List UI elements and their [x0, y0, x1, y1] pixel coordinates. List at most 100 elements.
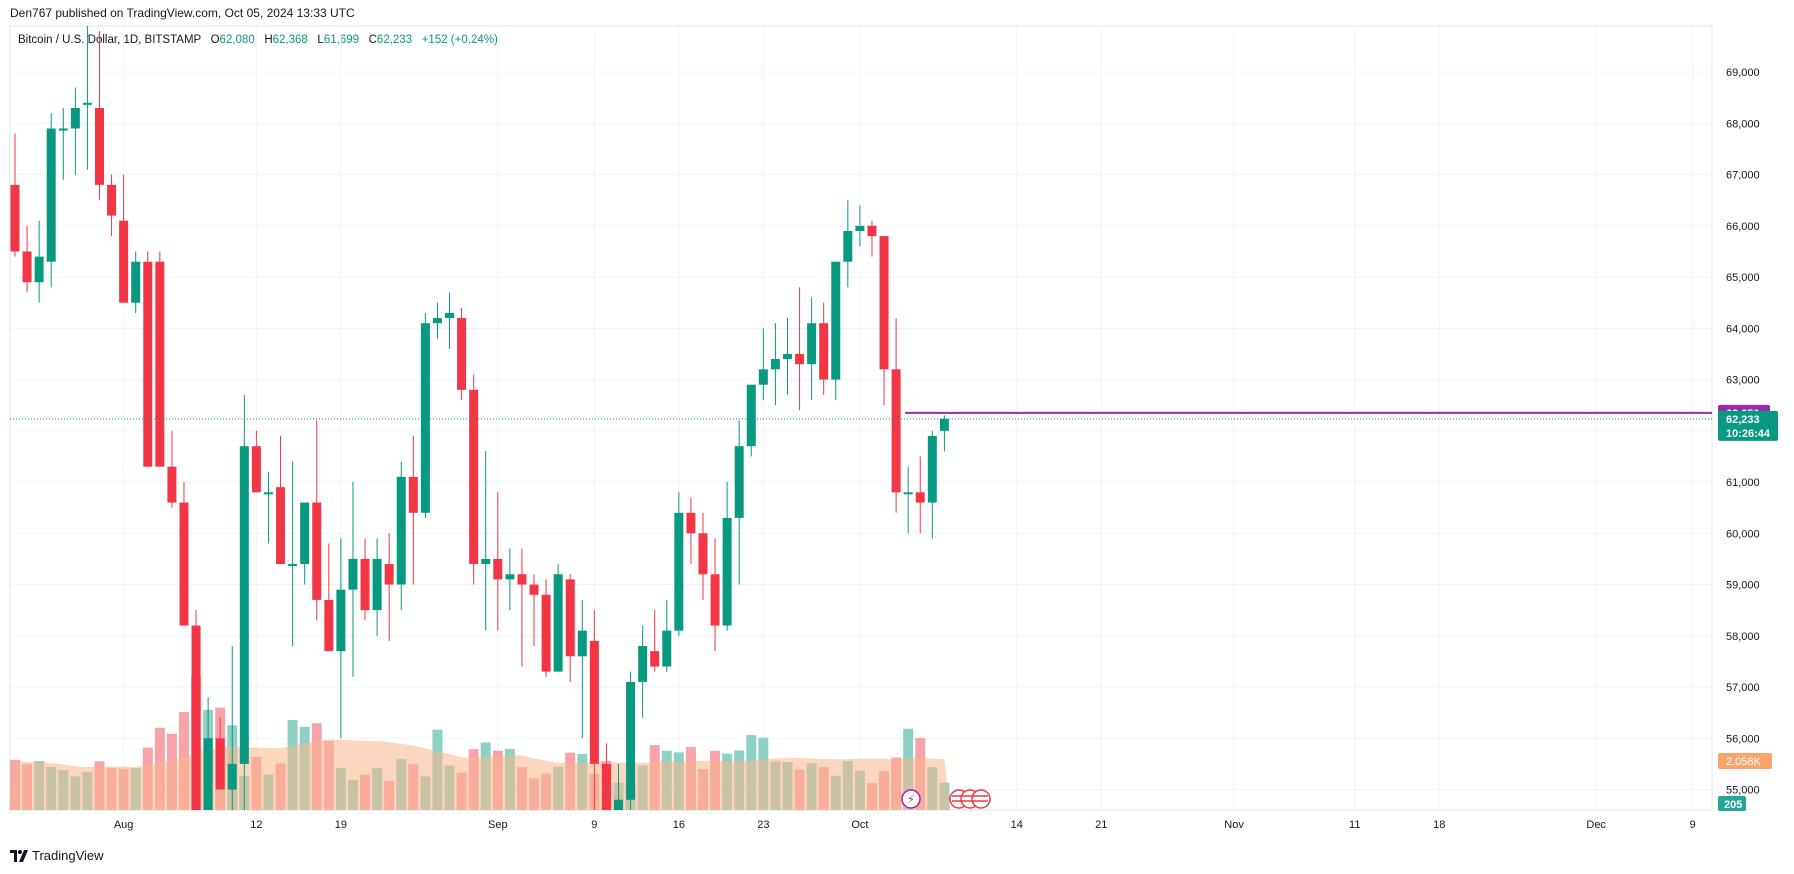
candle	[10, 133, 20, 257]
candle	[939, 415, 949, 452]
candle-body	[879, 236, 889, 370]
candle-body	[565, 579, 575, 657]
candle-body	[650, 651, 660, 667]
candle	[155, 251, 165, 467]
candle-body	[336, 589, 346, 652]
candle-body	[674, 512, 684, 631]
candle-body	[324, 599, 334, 652]
candle	[119, 174, 129, 303]
legend-open-label: O	[210, 34, 220, 46]
candle-body	[203, 738, 213, 810]
candle-body	[312, 502, 322, 600]
candle	[82, 26, 92, 170]
candle-body	[469, 389, 479, 565]
candle	[782, 318, 792, 395]
candle-body	[891, 369, 901, 493]
price-axis-label: 67,000	[1726, 170, 1760, 182]
candle	[167, 430, 177, 508]
price-axis-label: 57,000	[1726, 682, 1760, 694]
candle-body	[300, 502, 310, 565]
legend-close: 62,233	[376, 34, 413, 46]
time-axis-label: 9	[1690, 819, 1696, 831]
candle	[239, 394, 249, 810]
volume-tag	[1718, 796, 1746, 811]
tradingview-brand: TradingView	[32, 848, 104, 863]
candle	[807, 297, 817, 401]
candle-body	[82, 102, 92, 105]
candle	[348, 482, 358, 677]
candle-body	[601, 763, 611, 810]
candle	[251, 430, 261, 493]
candle-body	[722, 517, 732, 626]
candle	[445, 292, 455, 349]
candle-body	[10, 184, 20, 252]
candle-body	[758, 369, 768, 385]
candle	[553, 564, 563, 672]
candle	[263, 471, 273, 544]
candle	[734, 420, 744, 585]
candle	[722, 482, 732, 631]
price-tags: 62,350 62,233 10:26:44 2.058K 205	[1718, 404, 1778, 811]
candle	[529, 574, 539, 647]
candle-body	[662, 630, 672, 667]
candle	[469, 374, 479, 585]
time-axis-label: 12	[250, 819, 262, 831]
candle-body	[529, 584, 539, 595]
last-price-tag	[1718, 410, 1778, 441]
candle-body	[263, 492, 273, 495]
candle	[758, 328, 768, 401]
candle	[324, 543, 334, 652]
candle-body	[167, 466, 177, 503]
candle	[674, 492, 684, 636]
legend-high-label: H	[264, 34, 273, 46]
flash-icon[interactable]	[901, 789, 921, 809]
candle	[34, 220, 44, 303]
candle-body	[34, 256, 44, 283]
candle	[710, 538, 720, 652]
candle	[650, 610, 660, 672]
candle	[843, 200, 853, 288]
candle-body	[553, 574, 563, 672]
price-axis-label: 60,000	[1726, 528, 1760, 540]
candle	[457, 307, 467, 401]
candle	[831, 261, 841, 401]
us-flag-icon[interactable]	[971, 789, 991, 809]
candle-body	[58, 128, 68, 131]
candle	[577, 599, 587, 739]
candle-body	[686, 512, 696, 534]
candle	[191, 610, 201, 810]
volume-tag-text: 205	[1724, 799, 1742, 811]
candle-body	[493, 558, 503, 580]
legend-change: +152 (+0.24%)	[421, 34, 498, 46]
price-axis-label: 63,000	[1726, 375, 1760, 387]
tradingview-logo[interactable]: TradingView	[10, 848, 104, 863]
chart-legend: Bitcoin / U.S. Dollar, 1D, BITSTAMP O62,…	[18, 34, 498, 46]
time-axis-label: Oct	[851, 819, 868, 831]
candle-body	[215, 738, 225, 790]
candle-body	[782, 353, 792, 360]
candle	[601, 743, 611, 810]
time-axis: Aug 12 19 Sep 9 16 23 Oct 14 21 Nov 11 18 Dec 9	[114, 819, 1696, 831]
price-axis-label: 61,000	[1726, 477, 1760, 489]
price-axis-label: 56,000	[1726, 733, 1760, 745]
candle	[396, 461, 406, 611]
candle-body	[746, 384, 756, 447]
time-axis-label: Dec	[1586, 819, 1606, 831]
candle	[855, 205, 865, 247]
volume-ma-tag	[1718, 753, 1772, 769]
candle-body	[734, 446, 744, 518]
candle	[541, 579, 551, 677]
candle	[493, 492, 503, 631]
candle-body	[155, 261, 165, 467]
candle	[300, 502, 310, 585]
time-axis-label: 16	[673, 819, 685, 831]
candle	[819, 302, 829, 395]
time-axis-label: 9	[591, 819, 597, 831]
candle-body	[915, 492, 925, 503]
price-axis-label: 65,000	[1726, 272, 1760, 284]
candle	[360, 538, 370, 621]
candle	[336, 538, 346, 739]
candle	[614, 763, 623, 810]
candle-body	[372, 558, 382, 611]
